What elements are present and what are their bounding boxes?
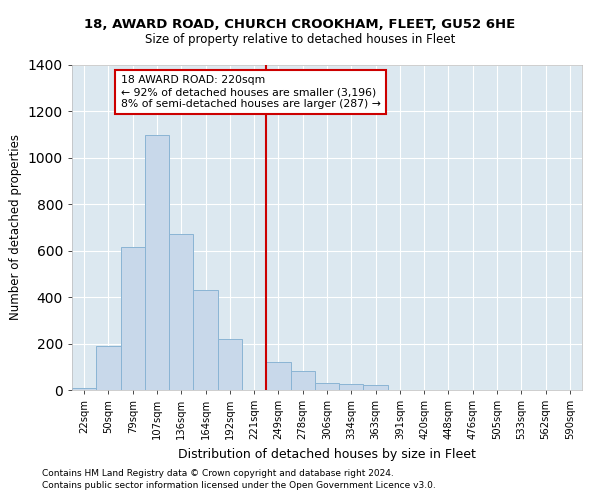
- Bar: [266, 362, 290, 390]
- Bar: [72, 388, 96, 390]
- Text: Contains HM Land Registry data © Crown copyright and database right 2024.: Contains HM Land Registry data © Crown c…: [42, 468, 394, 477]
- Bar: [218, 339, 242, 390]
- X-axis label: Distribution of detached houses by size in Fleet: Distribution of detached houses by size …: [178, 448, 476, 460]
- Bar: [364, 386, 388, 390]
- Text: Size of property relative to detached houses in Fleet: Size of property relative to detached ho…: [145, 32, 455, 46]
- Bar: [169, 234, 193, 390]
- Bar: [315, 383, 339, 390]
- Text: 18 AWARD ROAD: 220sqm
← 92% of detached houses are smaller (3,196)
8% of semi-de: 18 AWARD ROAD: 220sqm ← 92% of detached …: [121, 76, 380, 108]
- Bar: [290, 372, 315, 390]
- Bar: [193, 290, 218, 390]
- Y-axis label: Number of detached properties: Number of detached properties: [9, 134, 22, 320]
- Bar: [339, 384, 364, 390]
- Bar: [96, 346, 121, 390]
- Text: 18, AWARD ROAD, CHURCH CROOKHAM, FLEET, GU52 6HE: 18, AWARD ROAD, CHURCH CROOKHAM, FLEET, …: [85, 18, 515, 30]
- Bar: [121, 247, 145, 390]
- Text: Contains public sector information licensed under the Open Government Licence v3: Contains public sector information licen…: [42, 481, 436, 490]
- Bar: [145, 134, 169, 390]
